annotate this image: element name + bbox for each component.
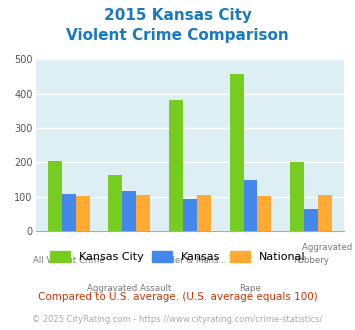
Bar	[183, 199, 197, 231]
Text: Aggravated Assault: Aggravated Assault	[87, 284, 171, 293]
Text: © 2025 CityRating.com - https://www.cityrating.com/crime-statistics/: © 2025 CityRating.com - https://www.city…	[32, 315, 323, 324]
Bar	[257, 196, 271, 231]
Bar	[304, 209, 318, 231]
Legend: Kansas City, Kansas, National: Kansas City, Kansas, National	[45, 247, 310, 267]
Bar	[290, 162, 304, 231]
Bar	[230, 74, 244, 231]
Bar	[109, 175, 122, 231]
Bar	[244, 180, 257, 231]
Text: Aggravated Assault: Aggravated Assault	[302, 243, 355, 252]
Bar	[169, 100, 183, 231]
Bar	[122, 190, 136, 231]
Bar	[318, 195, 332, 231]
Bar	[48, 161, 62, 231]
Bar	[76, 196, 90, 231]
Text: Compared to U.S. average. (U.S. average equals 100): Compared to U.S. average. (U.S. average …	[38, 292, 317, 302]
Bar	[197, 195, 211, 231]
Text: 2015 Kansas City: 2015 Kansas City	[104, 8, 251, 23]
Bar	[136, 195, 150, 231]
Text: Rape: Rape	[240, 284, 261, 293]
Bar	[62, 194, 76, 231]
Text: Violent Crime Comparison: Violent Crime Comparison	[66, 28, 289, 43]
